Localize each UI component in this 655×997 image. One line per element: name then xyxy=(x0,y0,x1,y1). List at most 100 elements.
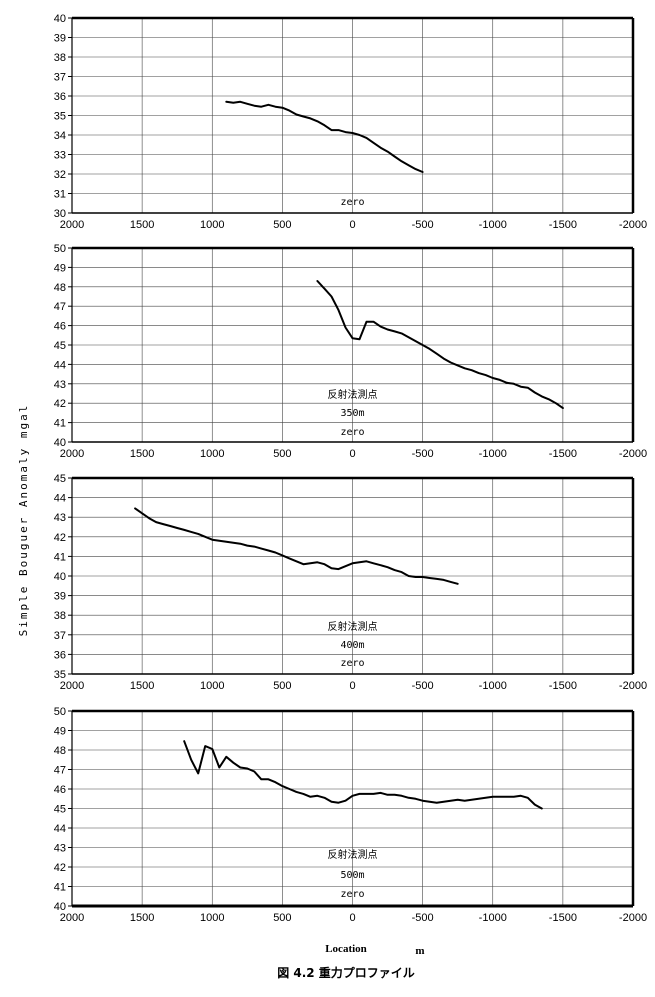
x-tick-label: -1000 xyxy=(479,219,507,231)
y-tick-label: 40 xyxy=(54,13,66,25)
annotation-label: zero xyxy=(340,658,364,669)
x-tick-label: 1500 xyxy=(130,219,154,231)
x-tick-label: -1500 xyxy=(549,912,577,924)
x-tick-label: 1000 xyxy=(200,219,224,231)
annotation-label: 反射法測点 xyxy=(328,388,378,401)
y-tick-label: 45 xyxy=(54,473,66,485)
x-tick-label: 0 xyxy=(349,219,355,231)
y-tick-label: 40 xyxy=(54,901,66,913)
y-tick-label: 43 xyxy=(54,379,66,391)
y-tick-label: 37 xyxy=(54,630,66,642)
y-tick-label: 41 xyxy=(54,882,66,894)
x-tick-label: 500 xyxy=(273,912,291,924)
y-tick-label: 30 xyxy=(54,208,66,220)
x-tick-label: -2000 xyxy=(619,448,647,460)
x-tick-label: 2000 xyxy=(60,680,84,692)
chart-panel: 30 31 32 33 34 35 36 37 38 39 40 2000 1500 1000 500 0 -5… xyxy=(54,13,647,231)
y-tick-label: 45 xyxy=(54,804,66,816)
annotation-label: zero xyxy=(340,427,364,438)
y-tick-label: 36 xyxy=(54,91,66,103)
chart-panel: 40 41 42 43 44 45 46 47 48 49 50 2000 1500 1000 500 0 -5… xyxy=(54,243,647,460)
y-tick-label: 35 xyxy=(54,669,66,681)
x-tick-label: -500 xyxy=(412,448,434,460)
y-tick-label: 40 xyxy=(54,437,66,449)
y-tick-label: 34 xyxy=(54,130,66,142)
annotation-label: zero xyxy=(340,889,364,900)
annotation-label: 350m xyxy=(340,408,364,419)
chart-panel: 35 36 37 38 39 40 41 42 43 44 45 2000 1500 1000 500 0 -5… xyxy=(54,473,647,692)
x-axis-label: Location xyxy=(325,943,367,955)
y-tick-label: 42 xyxy=(54,862,66,874)
series-line xyxy=(316,280,564,410)
x-tick-label: 0 xyxy=(349,448,355,460)
annotation-label: zero xyxy=(340,197,364,208)
y-tick-label: 41 xyxy=(54,418,66,430)
series-line xyxy=(183,740,543,810)
y-tick-label: 48 xyxy=(54,282,66,294)
x-tick-label: -1500 xyxy=(549,219,577,231)
y-tick-label: 32 xyxy=(54,169,66,181)
y-tick-label: 35 xyxy=(54,111,66,123)
series-line xyxy=(225,100,424,173)
y-tick-label: 50 xyxy=(54,706,66,718)
x-tick-label: 1500 xyxy=(130,912,154,924)
x-tick-label: -500 xyxy=(412,680,434,692)
x-tick-label: 500 xyxy=(273,448,291,460)
y-tick-label: 50 xyxy=(54,243,66,255)
x-tick-label: -2000 xyxy=(619,912,647,924)
y-tick-label: 31 xyxy=(54,189,66,201)
x-tick-label: 0 xyxy=(349,912,355,924)
figure-caption: 図 4.2 重力プロファイル xyxy=(277,965,415,980)
x-tick-label: 1000 xyxy=(200,448,224,460)
x-tick-label: 1500 xyxy=(130,680,154,692)
y-tick-label: 37 xyxy=(54,72,66,84)
x-tick-label: -1000 xyxy=(479,680,507,692)
y-tick-label: 49 xyxy=(54,262,66,274)
y-tick-label: 39 xyxy=(54,591,66,603)
y-tick-label: 44 xyxy=(54,823,66,835)
x-tick-label: -2000 xyxy=(619,219,647,231)
y-tick-label: 49 xyxy=(54,726,66,738)
y-tick-label: 36 xyxy=(54,649,66,661)
y-tick-label: 47 xyxy=(54,765,66,777)
y-tick-label: 44 xyxy=(54,359,66,371)
x-tick-label: 500 xyxy=(273,219,291,231)
y-tick-label: 38 xyxy=(54,610,66,622)
x-tick-label: 1000 xyxy=(200,912,224,924)
y-tick-label: 44 xyxy=(54,493,66,505)
x-tick-label: -1500 xyxy=(549,448,577,460)
series-line xyxy=(134,507,459,585)
annotation-label: 反射法測点 xyxy=(328,620,378,633)
y-tick-label: 38 xyxy=(54,52,66,64)
x-tick-label: -2000 xyxy=(619,680,647,692)
annotation-label: 反射法測点 xyxy=(328,848,378,861)
y-tick-label: 43 xyxy=(54,512,66,524)
x-tick-label: 500 xyxy=(273,680,291,692)
y-tick-label: 46 xyxy=(54,784,66,796)
y-axis-label: Simple Bouguer Anomaly mgal xyxy=(17,404,30,637)
y-tick-label: 45 xyxy=(54,340,66,352)
x-tick-label: 1000 xyxy=(200,680,224,692)
annotation-label: 500m xyxy=(340,870,364,881)
chart-panel: 40 41 42 43 44 45 46 47 48 49 50 2000 1500 1000 500 0 -5… xyxy=(54,706,647,924)
x-tick-label: -1000 xyxy=(479,448,507,460)
x-tick-label: 2000 xyxy=(60,912,84,924)
y-tick-label: 42 xyxy=(54,532,66,544)
x-tick-label: 2000 xyxy=(60,448,84,460)
y-tick-label: 41 xyxy=(54,551,66,563)
x-tick-label: -1000 xyxy=(479,912,507,924)
y-tick-label: 48 xyxy=(54,745,66,757)
y-tick-label: 39 xyxy=(54,33,66,45)
y-tick-label: 40 xyxy=(54,571,66,583)
x-tick-label: -1500 xyxy=(549,680,577,692)
annotation-label: 400m xyxy=(340,640,364,651)
y-tick-label: 47 xyxy=(54,301,66,313)
y-tick-label: 46 xyxy=(54,321,66,333)
y-tick-label: 42 xyxy=(54,398,66,410)
x-axis-unit: m xyxy=(415,945,424,957)
y-tick-label: 33 xyxy=(54,150,66,162)
x-tick-label: 2000 xyxy=(60,219,84,231)
x-tick-label: 1500 xyxy=(130,448,154,460)
